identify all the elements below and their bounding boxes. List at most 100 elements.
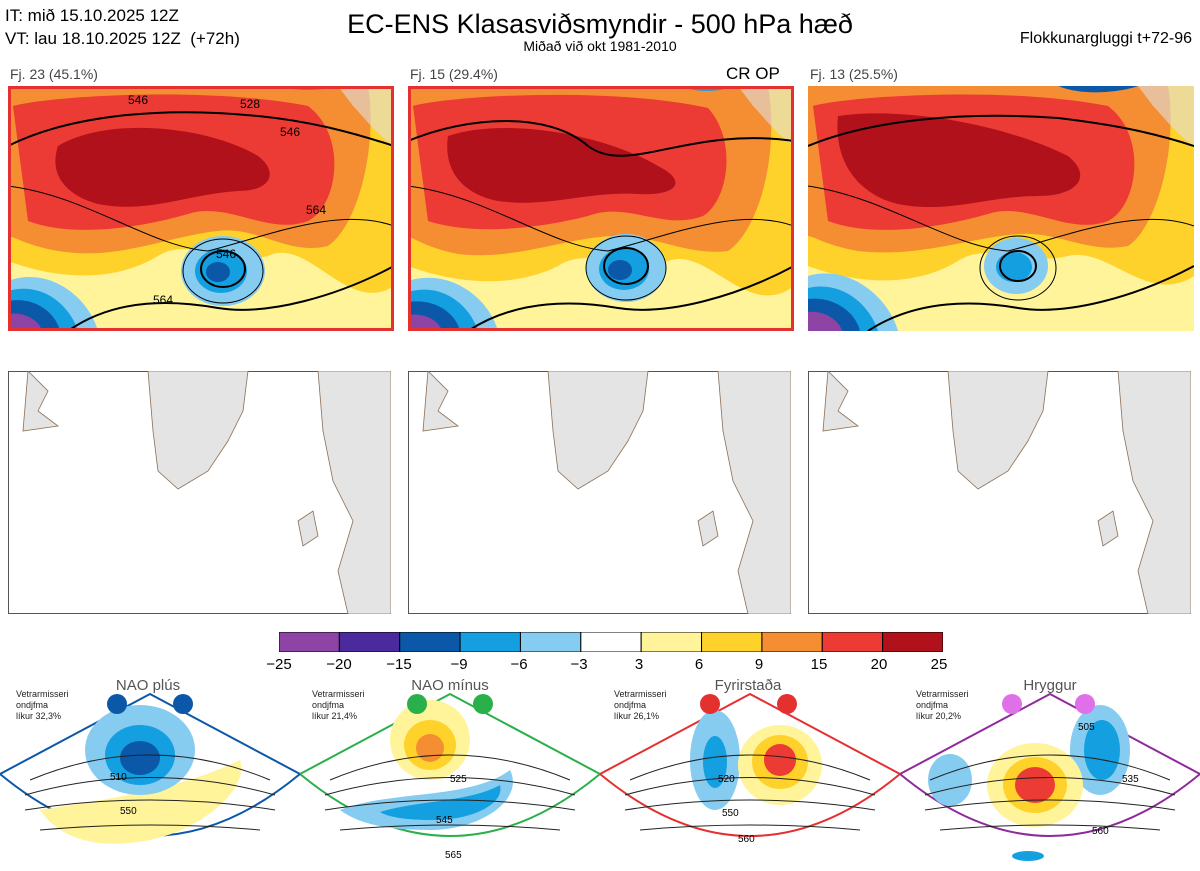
land-europe [717,371,791,614]
contour-label: 550 [120,806,137,817]
height-contour [929,754,1171,781]
colorbar-tick: −9 [450,656,468,673]
contour-546 [808,114,1194,147]
colorbar-cell [338,632,401,652]
regime-title-nao-plus: NAO plús [115,677,181,694]
cluster-label-1: Fj. 23 (45.1%) [10,66,98,82]
colorbar-tick: −3 [570,656,588,673]
contour-label: 546 [216,247,236,261]
regime-note-ridge: Vetrarmisseri ondjfma líkur 20,2% [916,689,969,721]
land-greenland [147,371,249,490]
positive-anomaly-core [1015,767,1055,803]
regime-marker [407,694,427,714]
contour-low [999,250,1037,282]
contour-564 [867,265,1194,331]
regime-map-nao-plus: 510 550 [0,692,300,844]
regime-map-nao-minus: 525 545 565 [300,692,600,861]
contour-low-2 [182,238,264,304]
cutoff-low-core [206,262,230,282]
contour-label: 510 [110,772,127,783]
contour-label: 520 [718,774,735,785]
colorbar [279,632,943,652]
negative-anomaly-20-25 [408,314,442,331]
negative-anomaly-mid [380,785,501,820]
colorbar-cell [882,632,943,652]
contour-thin-1 [808,185,1194,252]
contour-label: 546 [280,125,300,139]
height-contour [924,799,1176,811]
regime-marker [1075,694,1095,714]
cluster-map-1: 546 528 546 564 546 564 [8,86,394,331]
colorbar-tick: 6 [694,656,704,673]
contour-546 [8,111,394,147]
regime-map-blocking: 520 550 560 [600,692,900,845]
land-greenland-west [822,371,860,432]
height-contour [24,777,276,796]
regime-marker [107,694,127,714]
regime-note-nao-plus: Vetrarmisseri ondjfma líkur 32,3% [16,689,69,721]
contour-label: 560 [738,834,755,845]
positive-anomaly-core [416,734,444,762]
contour-label: 546 [128,93,148,107]
negative-anomaly-west [928,754,972,806]
contour-label: 565 [445,850,462,861]
height-contour [39,824,261,831]
positive-anomaly-core [764,744,796,776]
contour-label: 505 [1078,722,1095,733]
height-contour [29,754,271,781]
negative-anomaly-20-25 [8,313,42,331]
panel-highlight [408,86,794,331]
colorbar-cell [519,632,582,652]
height-contour [324,799,576,811]
height-contour [324,777,576,796]
land-europe [317,371,391,614]
land-british-isles [297,510,319,547]
contour-low-2 [585,235,667,301]
blank-map-1 [8,371,391,614]
blank-map-2 [408,371,791,614]
chart-title: EC-ENS Klasasviðsmyndir - 500 hPa hæð [347,9,853,39]
colorbar-tick: 3 [634,656,644,673]
height-contour [629,754,871,781]
north-low [1058,86,1138,93]
anomaly-20-25 [447,127,676,203]
init-time: IT: mið 15.10.2025 12Z [5,6,179,25]
regime-marker [1002,694,1022,714]
colorbar-cell [640,632,703,652]
cluster-map-3 [808,86,1194,331]
regime-title-nao-minus: NAO mínus [411,677,489,694]
height-contour [924,777,1176,796]
regime-marker [700,694,720,714]
contour-thin-1 [408,185,794,252]
positive-anomaly [40,760,242,844]
colorbar-tick: −20 [326,656,352,673]
land-europe [1117,371,1191,614]
land-greenland [947,371,1049,490]
panel-highlight [8,86,394,331]
valid-time: VT: lau 18.10.2025 12Z (+72h) [5,29,240,48]
colorbar-cell [279,632,340,652]
chart-subtitle: Miðað við okt 1981-2010 [523,38,677,54]
regime-note-nao-minus: Vetrarmisseri ondjfma líkur 21,4% [312,689,365,721]
control-run-flag: CR OP [726,64,780,83]
cluster-map-2 [408,86,794,331]
contour-564 [467,265,794,331]
contour-564 [67,265,394,331]
contour-label: 550 [722,808,739,819]
contour-label: 560 [1092,826,1109,837]
land-greenland-west [22,371,60,432]
land-overlay [1138,86,1194,146]
contour-label: 564 [153,293,173,307]
height-contour [624,799,876,811]
contour-546 [408,120,794,157]
regime-map-ridge: 505 535 560 [900,692,1200,861]
contour-label: 564 [306,203,326,217]
colorbar-cell [761,632,823,652]
cluster-label-2: Fj. 15 (29.4%) [410,66,498,82]
land-greenland [547,371,649,490]
height-contour [639,824,861,831]
contour-low [200,250,246,288]
land-greenland-west [422,371,460,432]
contour-label: 535 [1122,774,1139,785]
cluster-label-3: Fj. 13 (25.5%) [810,66,898,82]
